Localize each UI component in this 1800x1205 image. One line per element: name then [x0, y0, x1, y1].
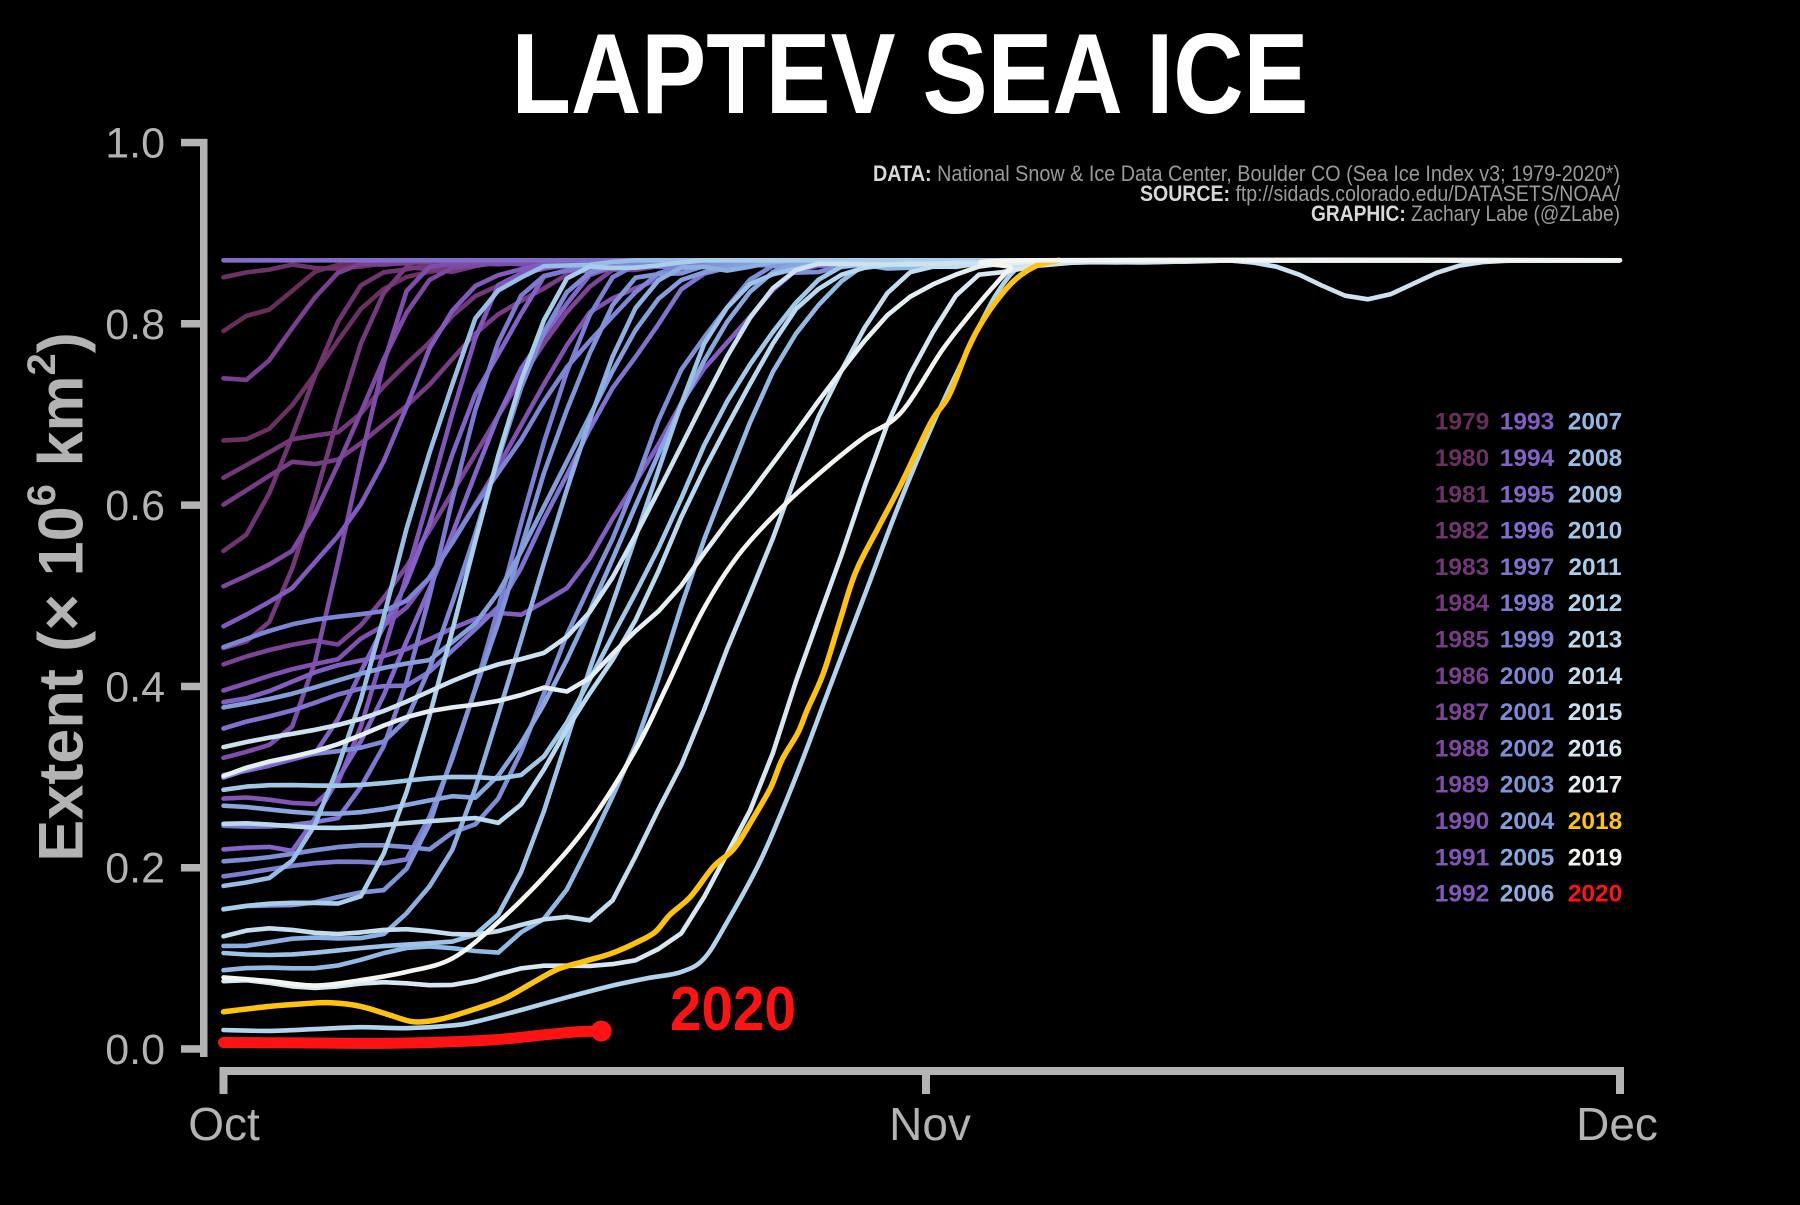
svg-text:2016: 2016 [1568, 735, 1623, 762]
svg-text:0.4: 0.4 [105, 663, 165, 711]
svg-text:1989: 1989 [1435, 772, 1490, 799]
svg-text:2020: 2020 [1568, 881, 1623, 908]
svg-text:1995: 1995 [1500, 481, 1555, 508]
svg-text:2018: 2018 [1568, 808, 1623, 835]
svg-text:1985: 1985 [1435, 627, 1490, 654]
svg-text:1981: 1981 [1435, 481, 1490, 508]
svg-text:Oct: Oct [188, 1098, 260, 1150]
svg-text:1990: 1990 [1435, 808, 1490, 835]
svg-text:2010: 2010 [1568, 518, 1623, 545]
svg-text:1993: 1993 [1500, 409, 1555, 436]
svg-text:1992: 1992 [1435, 881, 1490, 908]
svg-text:2009: 2009 [1568, 481, 1623, 508]
svg-text:1980: 1980 [1435, 445, 1490, 472]
svg-text:1983: 1983 [1435, 554, 1490, 581]
svg-text:2002: 2002 [1500, 735, 1555, 762]
svg-text:1979: 1979 [1435, 409, 1490, 436]
svg-text:0.2: 0.2 [105, 845, 165, 893]
svg-text:2013: 2013 [1568, 627, 1623, 654]
svg-text:Dec: Dec [1576, 1098, 1658, 1150]
svg-text:2011: 2011 [1568, 554, 1621, 581]
svg-text:1984: 1984 [1435, 590, 1490, 617]
svg-text:2007: 2007 [1568, 409, 1623, 436]
svg-text:1991: 1991 [1435, 844, 1490, 871]
svg-text:SOURCE: ftp://sidads.colorado.: SOURCE: ftp://sidads.colorado.edu/DATASE… [1140, 181, 1621, 206]
svg-text:2005: 2005 [1500, 844, 1555, 871]
svg-text:1.0: 1.0 [105, 120, 165, 168]
svg-text:DATA: National Snow & Ice Data: DATA: National Snow & Ice Data Center, B… [873, 161, 1620, 186]
svg-text:2000: 2000 [1500, 663, 1555, 690]
svg-text:2006: 2006 [1500, 881, 1555, 908]
svg-text:1999: 1999 [1500, 627, 1555, 654]
svg-text:GRAPHIC: Zachary Labe (@ZLabe): GRAPHIC: Zachary Labe (@ZLabe) [1311, 201, 1620, 226]
svg-text:2003: 2003 [1500, 772, 1555, 799]
svg-text:2008: 2008 [1568, 445, 1623, 472]
svg-text:2020: 2020 [670, 975, 796, 1044]
svg-text:0.0: 0.0 [105, 1026, 165, 1074]
svg-text:1998: 1998 [1500, 590, 1555, 617]
svg-text:1987: 1987 [1435, 699, 1490, 726]
svg-text:1996: 1996 [1500, 518, 1555, 545]
svg-text:2004: 2004 [1500, 808, 1555, 835]
svg-text:2001: 2001 [1500, 699, 1555, 726]
svg-text:1986: 1986 [1435, 663, 1490, 690]
svg-text:Extent (× 106 km2): Extent (× 106 km2) [20, 332, 97, 861]
svg-text:2015: 2015 [1568, 699, 1623, 726]
svg-text:2019: 2019 [1568, 844, 1623, 871]
svg-text:2017: 2017 [1568, 772, 1623, 799]
svg-text:0.6: 0.6 [105, 482, 165, 530]
svg-text:Nov: Nov [889, 1098, 971, 1150]
svg-text:2012: 2012 [1568, 590, 1623, 617]
svg-text:1982: 1982 [1435, 518, 1490, 545]
svg-text:2014: 2014 [1568, 663, 1623, 690]
svg-text:LAPTEV SEA ICE: LAPTEV SEA ICE [512, 11, 1309, 138]
svg-text:1988: 1988 [1435, 735, 1490, 762]
svg-text:0.8: 0.8 [105, 301, 165, 349]
svg-text:1997: 1997 [1500, 554, 1555, 581]
svg-text:1994: 1994 [1500, 445, 1555, 472]
